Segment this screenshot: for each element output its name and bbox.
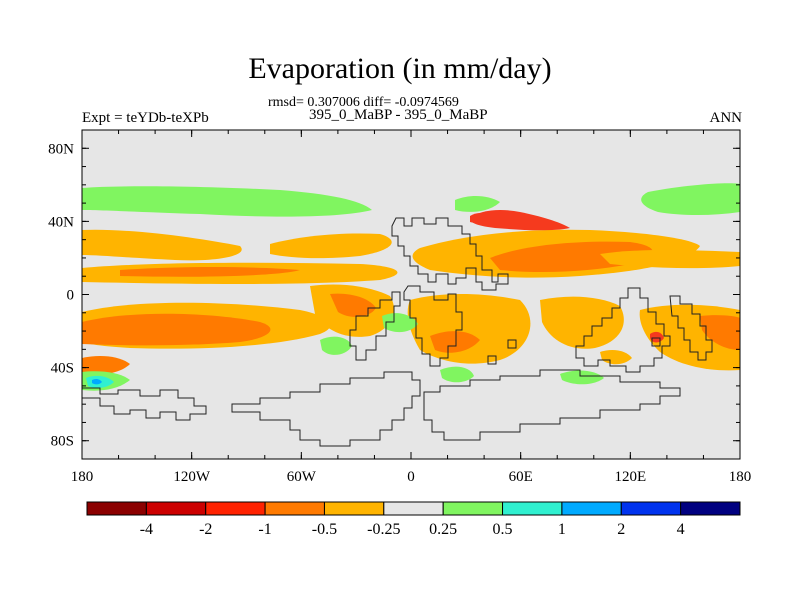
center-subtitle: 395_0_MaBP - 395_0_MaBP xyxy=(309,107,488,123)
colorbar-label: 4 xyxy=(677,521,685,538)
field-yellow-se xyxy=(600,350,632,365)
field-green-40n-east xyxy=(641,183,740,215)
coast-south-continent xyxy=(82,387,207,421)
field-green-africa xyxy=(382,313,418,333)
field-orange-20s xyxy=(82,313,271,346)
colorbar-label: 0.25 xyxy=(429,521,457,538)
field-yellow-equator-east xyxy=(600,250,740,269)
lat-tick-label: 40N xyxy=(48,214,74,230)
colorbar-box xyxy=(145,501,207,516)
colorbar-label: -0.25 xyxy=(367,521,400,538)
colorbar-label: 0.5 xyxy=(493,521,513,538)
field-green-mid xyxy=(455,196,500,212)
colorbar-label: -4 xyxy=(140,521,153,538)
plot-title: Evaporation (in mm/day) xyxy=(248,52,552,85)
field-green-atlantic xyxy=(320,336,352,355)
field-green-40n-west xyxy=(82,186,372,217)
colorbar-box xyxy=(264,501,325,516)
colorbar-box xyxy=(561,501,622,516)
field-orange-atlantic xyxy=(330,293,376,317)
field-yellow-africa xyxy=(407,294,531,364)
colorbar-label: 1 xyxy=(558,521,566,538)
colorbar-box xyxy=(502,501,563,516)
lat-tick-label: 80N xyxy=(48,141,74,157)
field-orange-15n-band xyxy=(120,267,300,277)
coastlines xyxy=(82,217,713,447)
lon-tick-label: 60W xyxy=(287,469,317,485)
field-yellow-indian xyxy=(540,296,624,349)
field-red-north xyxy=(470,210,570,231)
axis-ticks: 180 120W 60W 0 60E 120E 180 80N 40N 0 40S 80S xyxy=(48,129,752,485)
colorbar-box xyxy=(86,501,147,516)
colorbar-label: -1 xyxy=(258,521,271,538)
field-orange-pacific-east xyxy=(700,315,740,350)
field-yellow-25n-west xyxy=(82,229,242,261)
coast-west-continent xyxy=(349,291,401,361)
lon-tick-label: 120W xyxy=(173,469,211,485)
experiment-label: Expt = teYDb-teXPb xyxy=(82,110,209,126)
lon-tick-label: 180 xyxy=(729,469,752,485)
lat-tick-label: 80S xyxy=(51,434,74,450)
colorbar-box xyxy=(205,501,266,516)
coast-mid-continent xyxy=(403,285,463,367)
coast-north-continent xyxy=(391,217,509,291)
season-label: ANN xyxy=(709,110,743,126)
field-green-se xyxy=(560,370,604,385)
lat-tick-label: 40S xyxy=(51,361,74,377)
lon-tick-label: 0 xyxy=(407,469,415,485)
lon-tick-label: 60E xyxy=(509,469,533,485)
lat-tick-label: 0 xyxy=(67,288,75,304)
coast-south-center xyxy=(231,371,421,447)
field-orange-asia xyxy=(490,241,653,272)
colorbar: -4 -2 -1 -0.5 -0.25 0.25 0.5 1 2 4 xyxy=(86,501,741,538)
field-red-nw xyxy=(470,213,490,223)
colorbar-box xyxy=(620,501,682,516)
map-background xyxy=(82,130,740,459)
field-orange-africa xyxy=(430,331,480,353)
lon-tick-label: 180 xyxy=(71,469,94,485)
field-green-south xyxy=(440,366,474,383)
colorbar-box xyxy=(680,501,741,516)
colorbar-label: 2 xyxy=(617,521,625,538)
colorbar-label: -2 xyxy=(199,521,212,538)
colorbar-box xyxy=(323,501,385,516)
field-blue-sw xyxy=(92,378,102,385)
colorbar-label: -0.5 xyxy=(312,521,337,538)
coast-east-continent xyxy=(575,287,671,373)
lon-tick-label: 120E xyxy=(614,469,646,485)
coast-small-isles xyxy=(487,337,661,365)
colorbar-box xyxy=(442,501,504,516)
field-yellow-25n-pacific xyxy=(270,233,392,259)
coast-south-east xyxy=(423,369,681,441)
map-field xyxy=(82,130,740,459)
colorbar-box xyxy=(383,501,444,516)
coast-far-east xyxy=(669,295,713,361)
stats-line: rmsd= 0.307006 diff= -0.0974569 xyxy=(268,95,459,110)
field-orange-sw xyxy=(82,356,130,375)
